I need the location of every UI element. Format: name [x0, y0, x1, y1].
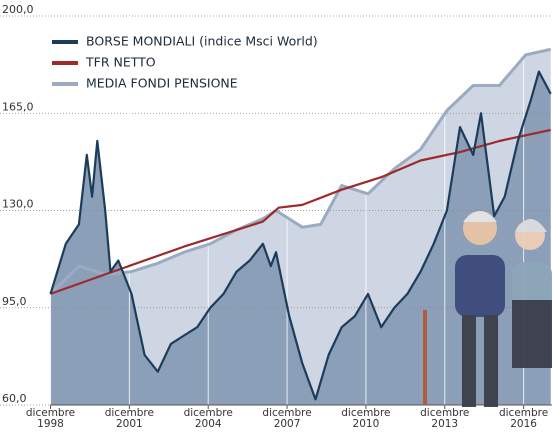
figure-hair [515, 219, 547, 232]
line [49, 70, 552, 401]
figure-skirt [512, 300, 552, 368]
y-tick-label: 60,0 [2, 392, 27, 405]
figure-leg [462, 315, 476, 407]
x-tick-label: dicembre 2016 [498, 407, 549, 430]
line [50, 128, 551, 295]
y-tick-label: 200,0 [2, 3, 34, 16]
x-tick-label: dicembre 2010 [341, 407, 391, 430]
legend-label: TFR NETTO [85, 55, 156, 70]
x-tick-label: dicembre 2001 [104, 407, 154, 430]
x-tick-label: dicembre 2013 [420, 407, 470, 430]
x-tick-label: dicembre 2007 [262, 407, 312, 430]
figure-leg [484, 315, 498, 407]
legend-label: BORSE MONDIALI (indice Msci World) [86, 34, 318, 49]
figure-hair [463, 211, 497, 222]
figure-body [455, 255, 505, 317]
legend-label: MEDIA FONDI PENSIONE [86, 76, 238, 91]
y-tick-label: 95,0 [2, 295, 27, 308]
y-tick-label: 130,0 [2, 198, 34, 211]
x-tick-label: dicembre 1998 [25, 407, 76, 430]
line [49, 47, 552, 295]
illustration [423, 211, 552, 407]
x-tick-label: dicembre 2004 [183, 407, 233, 430]
y-tick-label: 165,0 [2, 100, 34, 113]
